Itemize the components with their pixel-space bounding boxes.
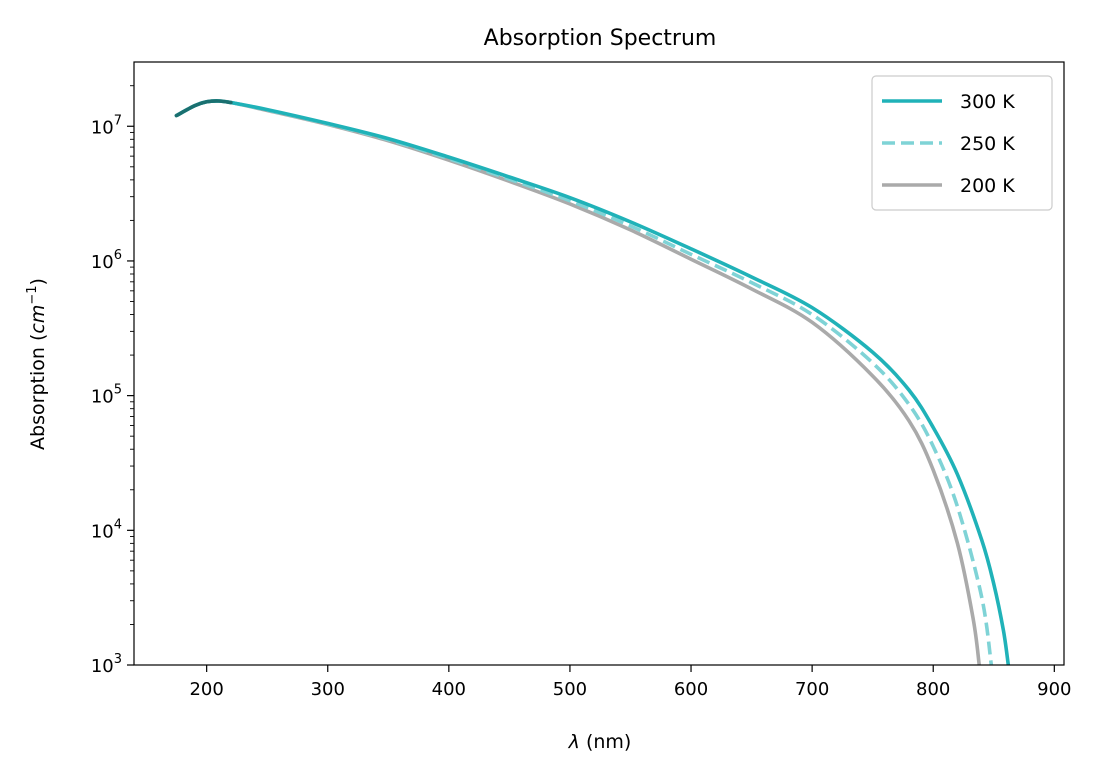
y-tick-label: 103	[91, 652, 122, 677]
x-axis-label: λ (nm)	[568, 731, 632, 753]
series-overlap-line	[174, 99, 233, 118]
y-tick-label: 104	[91, 517, 122, 542]
legend-box	[871, 75, 1053, 211]
y-tick-label: 107	[91, 113, 122, 138]
x-tick-label: 800	[916, 679, 950, 700]
x-tick-label: 700	[795, 679, 829, 700]
series-layer	[174, 99, 1011, 665]
y-axis-label: Absorption (cm−1)	[25, 278, 49, 450]
x-tick-label: 300	[311, 679, 345, 700]
legend-label: 300 K	[960, 91, 1015, 113]
plot-frame	[133, 61, 1065, 666]
x-axis: 200 300 400 500 600 700 800 900	[189, 665, 1071, 700]
legend-label: 250 K	[960, 133, 1015, 155]
legend-label: 200 K	[960, 175, 1015, 197]
y-tick-label: 106	[91, 248, 122, 273]
x-tick-label: 400	[432, 679, 466, 700]
x-tick-label: 900	[1037, 679, 1071, 700]
y-axis: 103 104 105 106 107	[91, 85, 134, 677]
x-tick-label: 600	[674, 679, 708, 700]
x-tick-label: 500	[553, 679, 587, 700]
chart-title: Absorption Spectrum	[484, 26, 717, 51]
y-tick-label: 105	[91, 383, 122, 408]
series-line-250-k	[175, 99, 994, 665]
x-tick-label: 200	[189, 679, 223, 700]
legend: 300 K 250 K 200 K	[871, 75, 1053, 211]
series-line-200-k	[175, 99, 982, 665]
